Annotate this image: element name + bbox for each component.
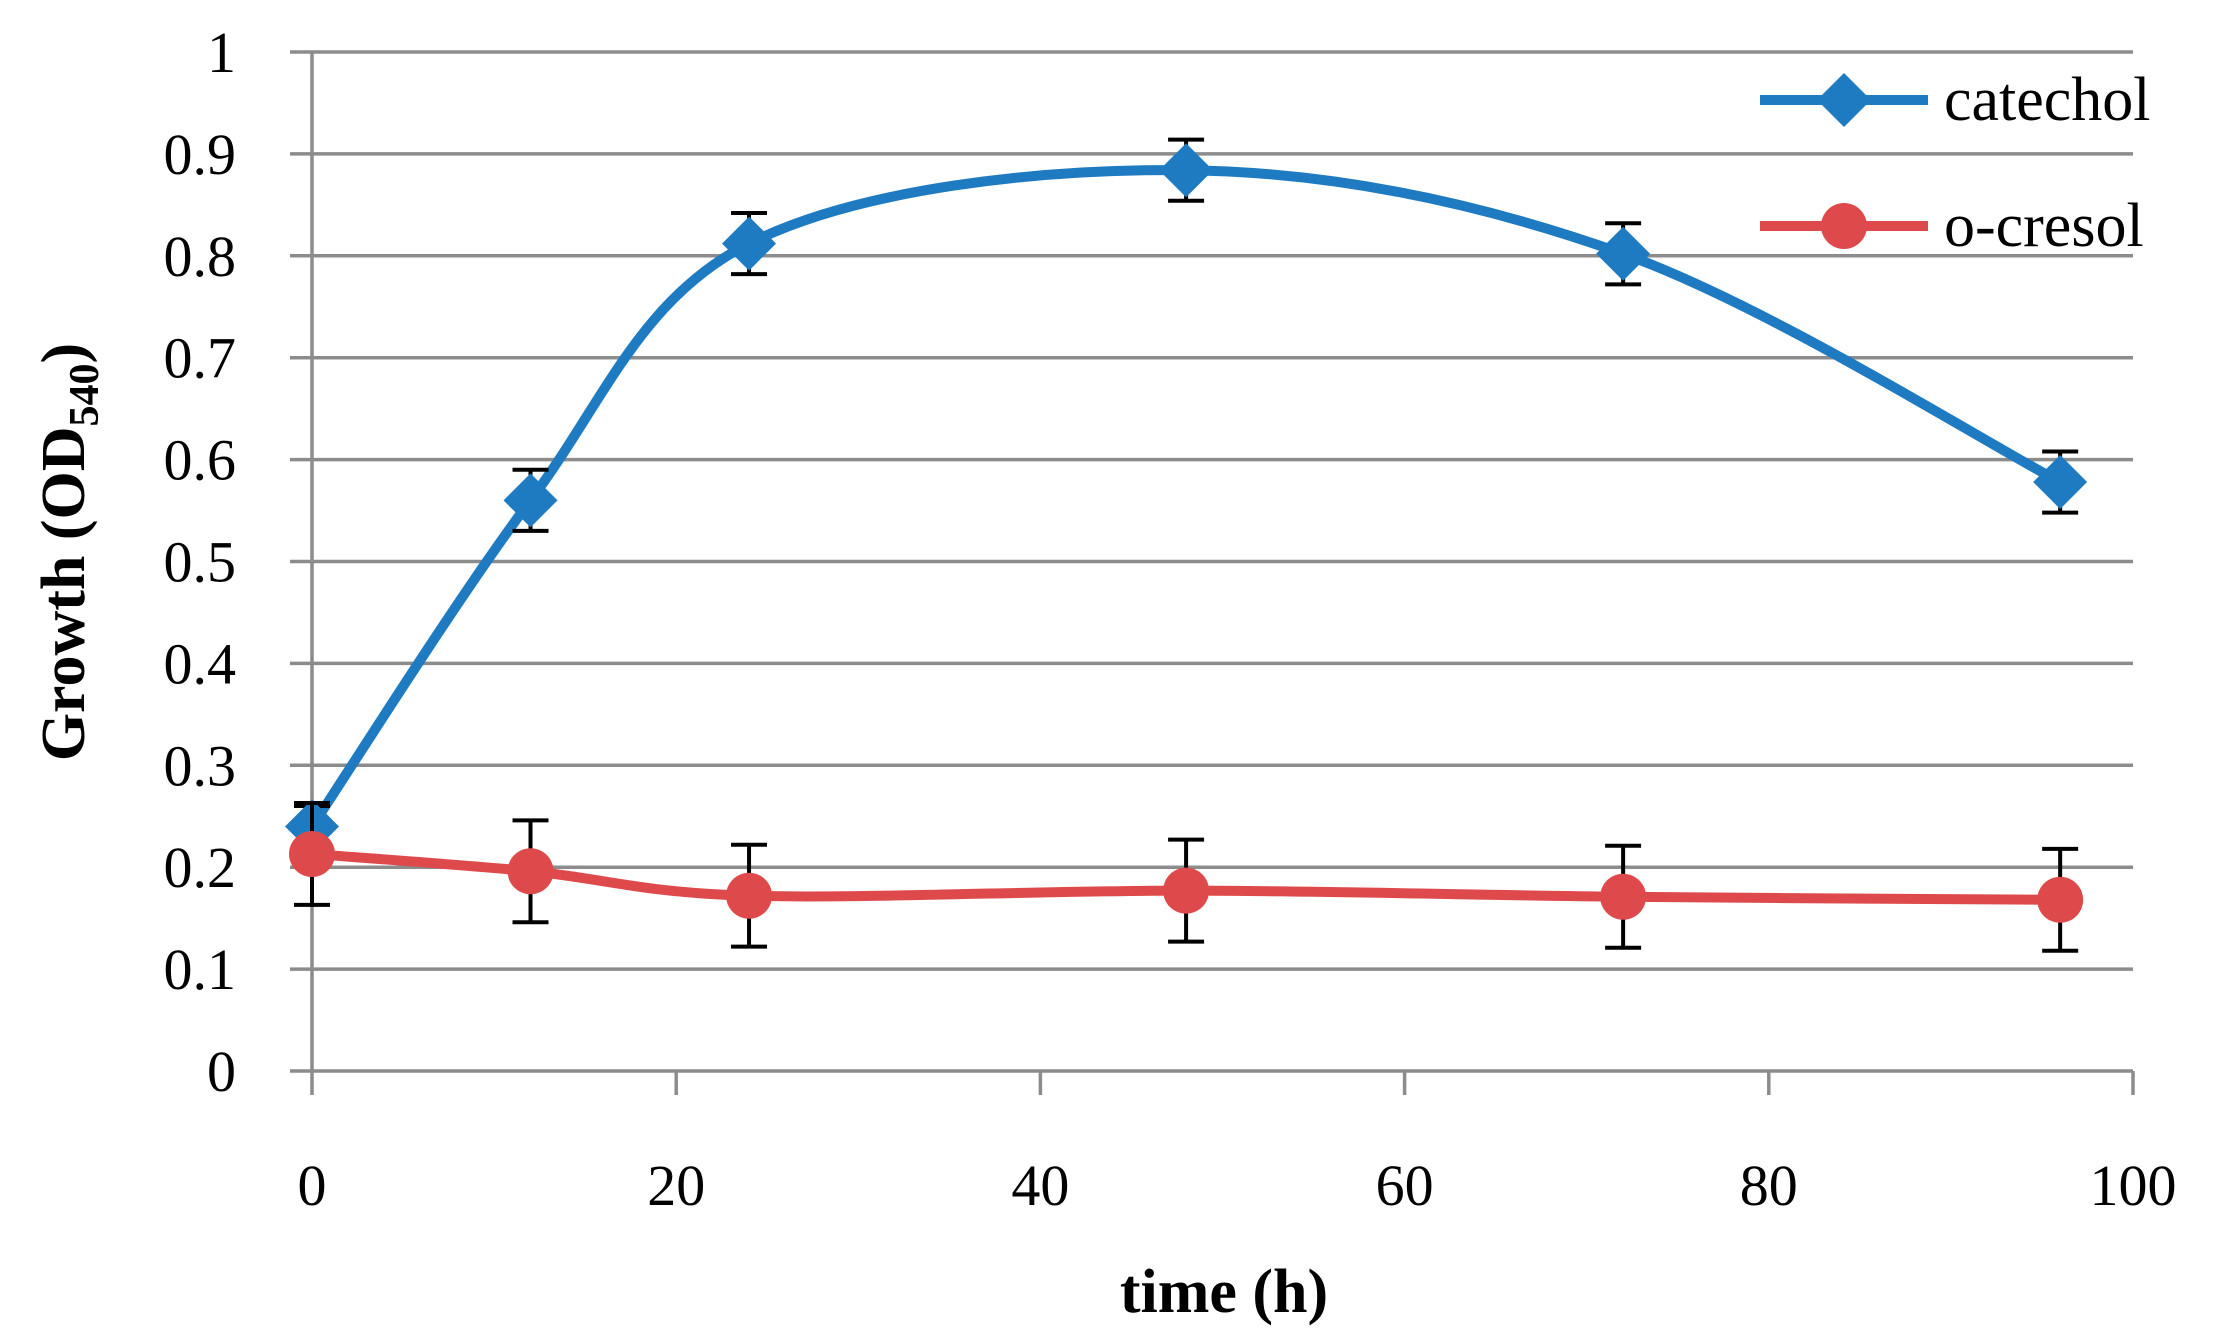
x-axis-title: time (h) xyxy=(1120,1258,1328,1326)
data-point-o-cresol xyxy=(1600,873,1647,920)
data-point-o-cresol xyxy=(2037,876,2084,923)
y-axis-title-subscript: 540 xyxy=(62,363,108,426)
y-tick-label: 0.8 xyxy=(164,224,237,289)
series xyxy=(285,137,2088,953)
axes: 0 0.1 0.2 0.3 0.4 0.5 0.6 0.7 0.8 0.9 1 0 20 40 60 80 10… xyxy=(164,20,2177,1218)
data-point-catechol xyxy=(503,473,558,528)
x-tick-label: 20 xyxy=(647,1153,705,1218)
x-tick-label: 0 xyxy=(298,1153,327,1218)
gridlines xyxy=(312,50,2133,971)
y-tick-label: 0.2 xyxy=(164,835,237,900)
y-tick-label: 1 xyxy=(207,20,236,85)
series-catechol xyxy=(285,137,2088,854)
y-tick-label: 0.9 xyxy=(164,122,237,187)
legend-label: o-cresol xyxy=(1944,192,2144,260)
y-tick-label: 0.6 xyxy=(164,428,237,493)
y-axis-title-suffix: ) xyxy=(30,343,98,364)
data-point-catechol xyxy=(2033,455,2088,510)
y-tick-label: 0.5 xyxy=(164,530,237,595)
data-point-o-cresol xyxy=(1163,867,1210,914)
legend-item-catechol: catechol xyxy=(1760,66,2151,134)
y-tick-label: 0.3 xyxy=(164,733,237,798)
x-tick-label: 100 xyxy=(2090,1153,2177,1218)
y-tick-label: 0.7 xyxy=(164,326,237,391)
legend-item-o-cresol: o-cresol xyxy=(1760,192,2144,260)
x-tick-label: 60 xyxy=(1376,1153,1434,1218)
legend-marker xyxy=(1821,203,1867,249)
legend-marker xyxy=(1817,73,1871,127)
y-tick-label: 0.4 xyxy=(164,631,237,696)
x-tick-label: 80 xyxy=(1740,1153,1798,1218)
data-point-catechol xyxy=(722,216,777,271)
data-point-o-cresol xyxy=(726,872,773,919)
data-point-o-cresol xyxy=(289,830,335,877)
series-o-cresol xyxy=(289,801,2084,953)
y-axis-title-prefix: Growth (OD xyxy=(30,426,98,761)
series-line-catechol xyxy=(307,165,2066,832)
data-point-catechol xyxy=(1159,143,1214,198)
legend: catechol o-cresol xyxy=(1760,66,2151,260)
data-point-o-cresol xyxy=(507,848,554,895)
x-tick-label: 40 xyxy=(1011,1153,1069,1218)
y-axis-title: Growth (OD540) xyxy=(30,343,108,761)
y-tick-label: 0 xyxy=(207,1039,236,1104)
data-point-catechol xyxy=(1596,226,1651,281)
y-tick-label: 0.1 xyxy=(164,937,237,1002)
legend-label: catechol xyxy=(1944,66,2151,134)
